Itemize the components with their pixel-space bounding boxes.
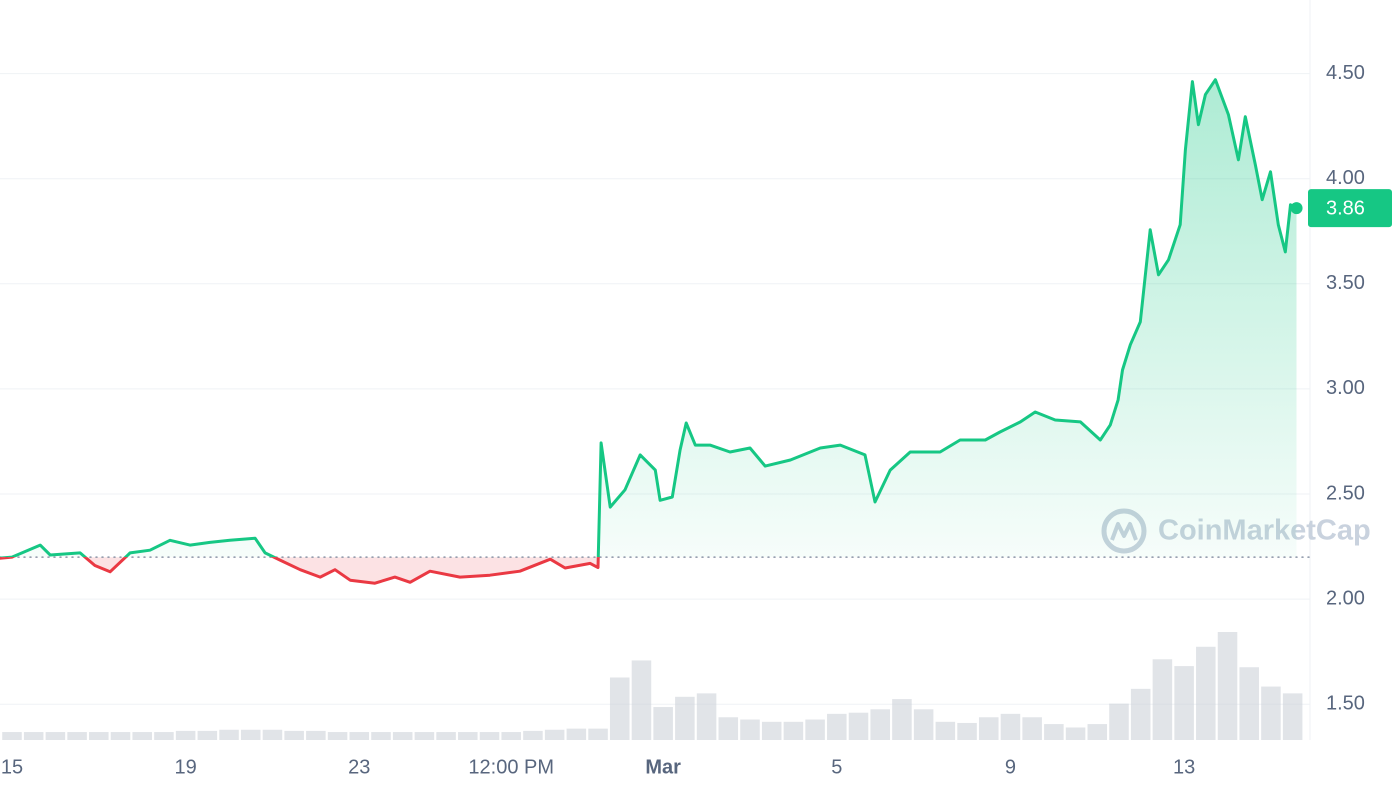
y-tick-label: 1.50: [1326, 693, 1365, 715]
volume-bar: [761, 721, 782, 740]
volume-bar: [1152, 659, 1173, 740]
volume-bar: [392, 732, 413, 740]
volume-bar: [219, 729, 239, 740]
volume-bar: [197, 730, 218, 740]
volume-bar: [154, 732, 174, 740]
volume-bar: [132, 732, 152, 740]
x-tick-label: 13: [1173, 756, 1195, 778]
volume-bar: [978, 717, 999, 740]
x-tick-label: 23: [348, 756, 370, 778]
x-tick-label: Mar: [645, 756, 681, 778]
volume-bar: [718, 717, 739, 740]
volume-bar: [566, 728, 587, 740]
volume-bar: [1282, 693, 1303, 740]
volume-bar: [349, 732, 370, 740]
volume-bar: [1261, 686, 1281, 740]
volume-bar: [523, 730, 543, 740]
volume-bar: [913, 709, 934, 740]
volume-bar: [848, 712, 869, 740]
volume-bar: [501, 732, 521, 740]
volume-bar: [1239, 667, 1259, 740]
volume-bar: [262, 729, 283, 740]
volume-bar: [1044, 724, 1064, 740]
area-down: [0, 557, 599, 584]
volume-bar: [175, 730, 196, 740]
y-tick-label: 4.00: [1326, 167, 1365, 189]
volume-bar: [1065, 727, 1086, 740]
volume-bar: [609, 677, 630, 740]
volume-bar: [458, 732, 478, 740]
volume-bar: [436, 732, 456, 740]
volume-bar: [870, 709, 890, 740]
x-tick-label: 9: [1005, 756, 1016, 778]
volume-bar: [588, 728, 608, 740]
volume-bar: [740, 719, 760, 740]
price-tag-label: 3.86: [1326, 197, 1365, 219]
volume-bar: [696, 693, 717, 740]
volume-bar: [1109, 703, 1129, 740]
volume-bar: [240, 729, 261, 740]
y-tick-label: 3.00: [1326, 377, 1365, 399]
y-tick-label: 4.50: [1326, 62, 1365, 84]
volume-bar: [284, 730, 304, 740]
volume-bar: [1000, 713, 1021, 740]
x-tick-label: 5: [831, 756, 842, 778]
x-tick-label: 12:00 PM: [468, 756, 554, 778]
x-tick-label: 15: [1, 756, 23, 778]
volume-bar: [371, 732, 391, 740]
volume-bar: [1196, 646, 1216, 740]
area-up: [0, 79, 1297, 558]
y-tick-label: 2.00: [1326, 587, 1365, 609]
volume-bar: [1174, 666, 1194, 740]
x-tick-label: 19: [175, 756, 197, 778]
volume-bar: [2, 732, 22, 740]
volume-bar: [327, 732, 348, 740]
volume-bar: [827, 713, 847, 740]
volume-bar: [479, 732, 500, 740]
volume-bar: [805, 719, 825, 740]
volume-bar: [414, 732, 435, 740]
last-point: [1290, 202, 1303, 215]
volume-bar: [957, 722, 977, 740]
y-tick-label: 3.50: [1326, 272, 1365, 294]
volume-bar: [45, 732, 66, 740]
volume-bar: [1022, 717, 1042, 740]
volume-bar: [653, 707, 673, 740]
volume-bar: [892, 699, 912, 740]
volume-bar: [110, 732, 131, 740]
price-line-up: [0, 78, 1298, 558]
volume-bar: [783, 721, 804, 740]
volume-bar: [544, 729, 565, 740]
volume-bar: [89, 732, 109, 740]
volume-bar: [306, 730, 326, 740]
volume-bar: [1217, 632, 1238, 740]
volume-bar: [675, 696, 695, 740]
volume-bar: [631, 660, 652, 740]
volume-bar: [67, 732, 87, 740]
y-tick-label: 2.50: [1326, 482, 1365, 504]
volume-bar: [1087, 724, 1108, 740]
price-tag: [1308, 189, 1392, 228]
volume-bar: [1130, 688, 1151, 740]
volume-bar: [23, 732, 44, 740]
volume-bar: [935, 721, 956, 740]
